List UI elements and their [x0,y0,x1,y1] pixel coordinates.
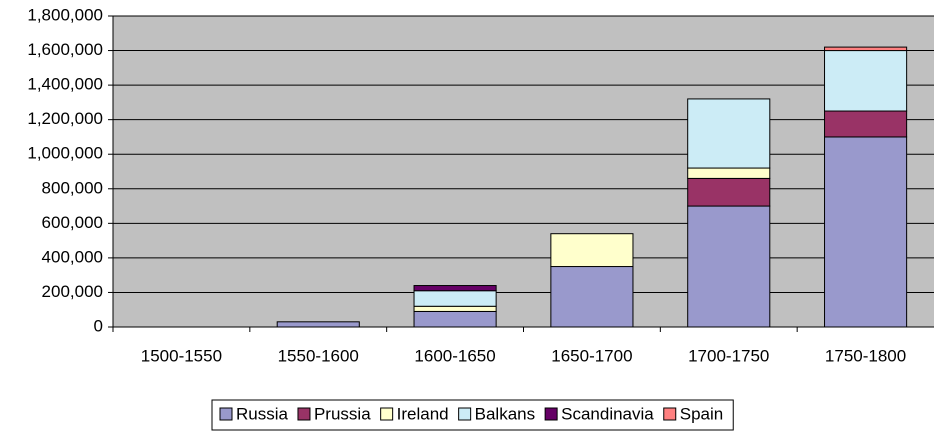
x-tick-label: 1600-1650 [414,346,495,365]
bar-segment [413,305,497,312]
legend-label: Prussia [314,404,371,423]
bar-segment [413,290,497,307]
legend-swatch [219,407,233,421]
bar-segment [687,205,771,328]
plot-area [113,16,934,327]
legend-label: Ireland [397,404,449,423]
legend-swatch [458,407,472,421]
y-tick-label: 0 [94,316,103,335]
legend-swatch [380,407,394,421]
legend-label: Balkans [475,404,535,423]
bar-segment [413,310,497,328]
bar-segment [824,136,908,328]
x-tick-label: 1750-1800 [825,346,906,365]
bar-segment [824,46,908,52]
y-tick-label: 1,200,000 [27,109,103,128]
y-tick-label: 800,000 [42,178,103,197]
bar-segment [687,177,771,207]
legend-swatch [663,407,677,421]
y-tick-label: 400,000 [42,247,103,266]
bar-segment [550,266,634,328]
y-tick-label: 600,000 [42,213,103,232]
x-tick-label: 1500-1550 [141,346,222,365]
legend [211,399,734,431]
bar-segment [276,321,360,328]
bar-segment [687,167,771,179]
y-tick-label: 1,800,000 [27,5,103,24]
y-tick-label: 1,600,000 [27,40,103,59]
legend-label: Russia [236,404,289,423]
y-tick-label: 1,400,000 [27,75,103,94]
x-tick-label: 1650-1700 [551,346,632,365]
y-tick-label: 1,000,000 [27,144,103,163]
legend-swatch [544,407,558,421]
bar-segment [687,98,771,169]
bar-segment [550,233,634,268]
legend-swatch [297,407,311,421]
bar-segment [413,285,497,292]
legend-label: Spain [680,404,723,423]
y-tick-label: 200,000 [42,282,103,301]
bar-segment [824,50,908,112]
x-tick-label: 1700-1750 [688,346,769,365]
bar-segment [824,110,908,138]
legend-label: Scandinavia [561,404,654,423]
x-tick-label: 1550-1600 [278,346,359,365]
